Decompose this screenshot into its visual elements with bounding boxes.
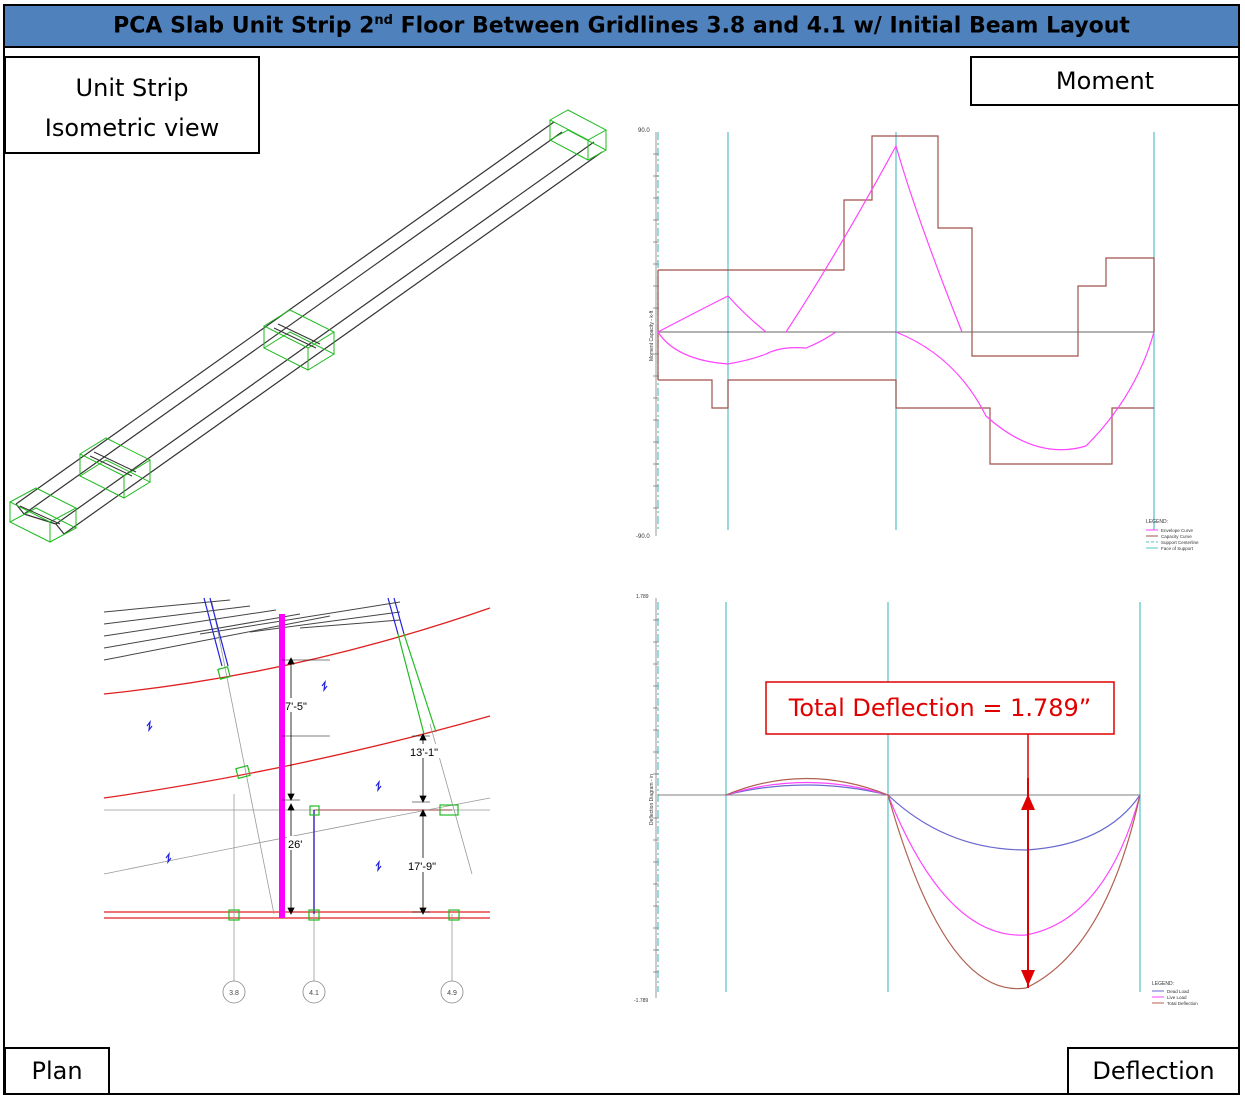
page-title: PCA Slab Unit Strip 2nd Floor Between Gr… [113,13,1130,39]
dim-7-5: 7'-5" [285,701,307,713]
gridline-3-8: 3.8 [229,990,239,997]
svg-text:Capacity Curve: Capacity Curve [1161,534,1192,539]
deflection-legend: LEGEND: Dead Load Live Load Total Deflec… [1152,981,1198,1006]
moment-legend: LEGEND: Envelope Curve Capacity Curve Su… [1146,519,1199,551]
svg-text:Dead Load: Dead Load [1167,989,1190,994]
deflection-chart: 1.789 -1.789 Deflection Diagram - in Tot… [634,594,1198,1006]
moment-label: Moment [970,56,1240,106]
deflection-bottom-tick: -1.789 [634,998,648,1004]
deflection-top-tick: 1.789 [636,594,649,600]
svg-text:LEGEND:: LEGEND: [1152,981,1174,987]
deflection-callout: Total Deflection = 1.789” [765,681,1115,988]
moment-top-tick: 90.0 [638,128,650,134]
dim-17-9: 17'-9" [408,861,436,873]
figure-frame [3,4,1240,1095]
title-bar: PCA Slab Unit Strip 2nd Floor Between Gr… [5,6,1238,48]
unit-strip-label: Unit Strip Isometric view [4,56,260,154]
total-deflection-label: Total Deflection = 1.789” [788,694,1091,722]
deflection-label: Deflection [1067,1047,1240,1095]
svg-text:LEGEND:: LEGEND: [1146,519,1168,525]
moment-chart: 90.0 -90.0 Moment Capacity - k-ft LEGEND… [636,128,1199,551]
plan-label: Plan [4,1047,110,1095]
gridline-4-9: 4.9 [447,990,457,997]
dim-26: 26' [288,839,302,851]
isometric-view [8,109,608,543]
svg-text:Face of Support: Face of Support [1161,546,1194,551]
unit-strip-highlight [279,614,285,918]
deflection-axis-label: Deflection Diagram - in [649,774,655,825]
svg-text:Total Deflection: Total Deflection [1167,1001,1198,1006]
dim-13-1: 13'-1" [410,747,438,759]
svg-text:Envelope Curve: Envelope Curve [1161,528,1194,533]
moment-axis-label: Moment Capacity - k-ft [649,310,655,361]
moment-bottom-tick: -90.0 [636,534,650,540]
svg-text:Live Load: Live Load [1167,995,1187,1000]
svg-text:Support Centerline: Support Centerline [1161,540,1199,545]
plan-view: 7'-5" 13'-1" 26' 17'-9" 3.8 4.1 4.9 [103,597,491,1004]
gridline-4-1: 4.1 [309,990,319,997]
